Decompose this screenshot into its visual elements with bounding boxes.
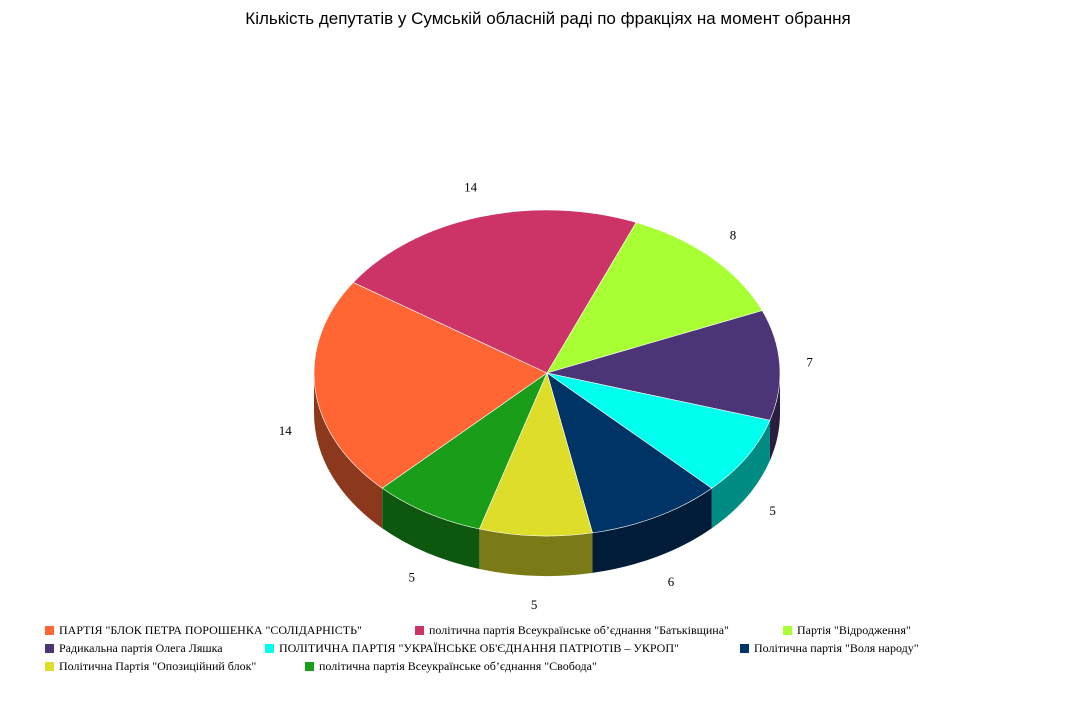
legend-label: політична партія Всеукраїнське об’єднанн… (319, 659, 597, 673)
data-label: 14 (464, 179, 478, 194)
data-label: 7 (806, 355, 813, 370)
data-label: 5 (409, 570, 416, 585)
pie-side (479, 528, 593, 576)
pie-slice (546, 310, 781, 421)
pie-slice (313, 282, 548, 489)
legend-swatch (305, 662, 314, 671)
legend-swatch (45, 626, 54, 635)
chart-title: Кількість депутатів у Сумській обласній … (245, 9, 850, 28)
pie-slice (478, 372, 593, 537)
pie-side (382, 488, 480, 569)
data-label: 5 (769, 503, 776, 518)
legend-swatch (45, 662, 54, 671)
pie-side (769, 373, 780, 461)
legend-label: Радикальна партія Олега Ляшка (59, 641, 223, 655)
pie-side (711, 420, 770, 529)
pie-slice (546, 222, 763, 374)
legend-label: Партія "Відродження" (797, 623, 911, 637)
legend-swatch (740, 644, 749, 653)
legend-label: Політична партія "Воля народу" (754, 641, 919, 655)
legend-label: ПАРТІЯ "БЛОК ПЕТРА ПОРОШЕНКА "СОЛІДАРНІС… (59, 623, 362, 637)
legend-swatch (415, 626, 424, 635)
data-label: 5 (531, 597, 538, 612)
pie-slice (546, 372, 713, 534)
data-label: 8 (730, 228, 737, 243)
legend-label: Політична Партія "Опозиційний блок" (59, 659, 256, 673)
legend-label: ПОЛІТИЧНА ПАРТІЯ "УКРАЇНСЬКЕ ОБ'ЄДНАННЯ … (279, 641, 679, 655)
data-label: 6 (668, 574, 675, 589)
pie-slice (352, 209, 637, 374)
pie-slice (381, 372, 548, 530)
pie-slice (546, 372, 771, 489)
legend-swatch (783, 626, 792, 635)
pie-side (592, 488, 712, 573)
legend-label: політична партія Всеукраїнське об’єднанн… (429, 623, 729, 637)
legend-swatch (45, 644, 54, 653)
data-label: 14 (279, 423, 293, 438)
pie-side (314, 373, 383, 529)
legend-swatch (265, 644, 274, 653)
